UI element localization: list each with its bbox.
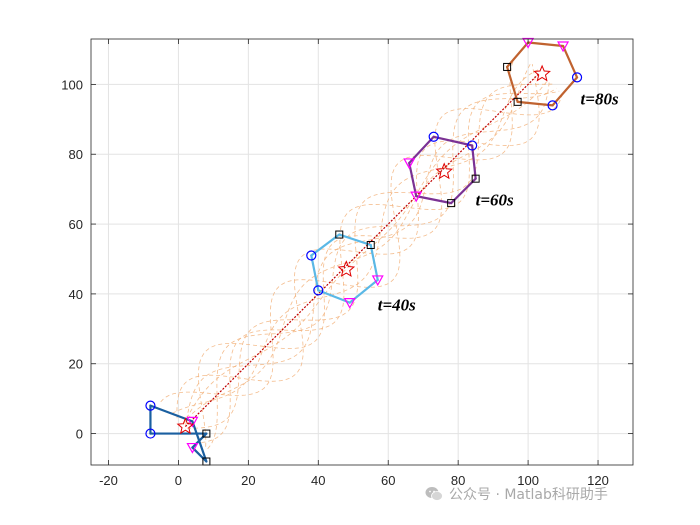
- formation-t=80s: [503, 37, 583, 111]
- x-tick-label: 100: [517, 473, 539, 488]
- x-tick-label: 60: [381, 473, 395, 488]
- agent-marker-square: [513, 97, 522, 106]
- plot-background: [91, 39, 633, 465]
- agent-marker-triangle: [522, 37, 535, 49]
- formation-edge: [191, 446, 208, 463]
- agent-marker-circle: [145, 428, 156, 439]
- watermark: 公众号 · Matlab科研助手: [425, 484, 608, 504]
- formation-edge: [310, 233, 341, 257]
- formation-edge: [317, 289, 351, 304]
- agent-marker-circle: [428, 131, 439, 142]
- agent-marker-triangle: [343, 298, 356, 309]
- agent-marker-triangle: [186, 442, 199, 454]
- formation-edge: [191, 432, 208, 449]
- agent-marker-triangle: [403, 158, 416, 170]
- trajectory-trail: [197, 94, 563, 447]
- leader-star-marker: [435, 162, 454, 180]
- x-tick-label: 20: [241, 473, 255, 488]
- leader-star-marker: [337, 260, 356, 277]
- trajectory-trail: [182, 79, 549, 425]
- x-tick-label: 0: [175, 473, 182, 488]
- formation-edge: [526, 41, 565, 48]
- formations: [145, 37, 583, 466]
- y-tick-label: 20: [69, 357, 83, 372]
- formation-edge: [516, 100, 554, 107]
- agent-marker-square: [202, 429, 211, 438]
- axis-ticks: -20 0 20 40 60 80 100 120 0 20 40 60 80 100: [61, 39, 633, 488]
- center-path-line: [184, 73, 540, 428]
- agent-marker-triangle: [371, 275, 384, 287]
- agent-marker-square: [366, 241, 375, 250]
- formation-edge: [561, 44, 579, 79]
- leader-star-marker: [176, 417, 195, 435]
- agent-marker-square: [471, 174, 480, 183]
- agent-marker-circle: [145, 400, 156, 411]
- formation-edge: [450, 177, 477, 205]
- agent-marker-circle: [306, 250, 317, 261]
- formation-edge: [506, 41, 530, 69]
- y-tick-label: 100: [61, 77, 83, 92]
- trajectory-trail: [182, 62, 532, 425]
- x-tick-label: 80: [451, 473, 465, 488]
- formation-edge: [551, 76, 579, 107]
- formation-edge: [338, 233, 372, 247]
- trajectory-trail: [207, 87, 557, 450]
- formation-label: t=80s: [581, 89, 619, 108]
- agent-marker-circle: [467, 140, 478, 151]
- formation-edge: [369, 243, 379, 282]
- trajectory-trail: [186, 83, 553, 429]
- formation-t=60s: [403, 131, 480, 208]
- formation-edge: [506, 65, 519, 103]
- formation-edge: [432, 135, 474, 147]
- annotations: t=40s t=60s t=80s: [378, 89, 619, 314]
- plot-frame: [90, 38, 634, 466]
- agent-marker-triangle: [410, 191, 423, 203]
- agent-marker-triangle: [557, 41, 570, 53]
- agent-marker-square: [503, 62, 512, 71]
- agent-marker-triangle: [186, 416, 199, 428]
- agent-marker-circle: [313, 285, 324, 296]
- x-tick-label: 40: [311, 473, 325, 488]
- watermark-text: 公众号 · Matlab科研助手: [449, 487, 608, 503]
- y-tick-label: 0: [76, 427, 83, 442]
- formation-t=0s: [145, 400, 211, 466]
- y-tick-label: 60: [69, 217, 83, 232]
- formation-edge: [471, 144, 477, 180]
- agent-marker-circle: [571, 72, 583, 83]
- x-tick-label: -20: [99, 473, 118, 488]
- x-tick-label: 120: [587, 473, 609, 488]
- y-tick-label: 80: [69, 147, 83, 162]
- agent-marker-square: [447, 199, 456, 208]
- formation-edge: [408, 161, 418, 198]
- formation-edge: [310, 254, 320, 292]
- trajectory-trail: [185, 80, 550, 427]
- formation-edge: [415, 195, 453, 205]
- leader-star-marker: [533, 64, 551, 82]
- wechat-icon: [425, 487, 443, 501]
- formation-label: t=60s: [476, 191, 514, 210]
- agent-marker-square: [335, 230, 344, 239]
- trajectory-trail: [160, 51, 521, 403]
- formation-t=40s: [306, 230, 384, 309]
- agent-marker-circle: [547, 100, 558, 111]
- trajectory-trail: [201, 90, 560, 443]
- center-path: [184, 73, 540, 428]
- formation-label: t=40s: [378, 295, 416, 314]
- y-tick-label: 40: [69, 287, 83, 302]
